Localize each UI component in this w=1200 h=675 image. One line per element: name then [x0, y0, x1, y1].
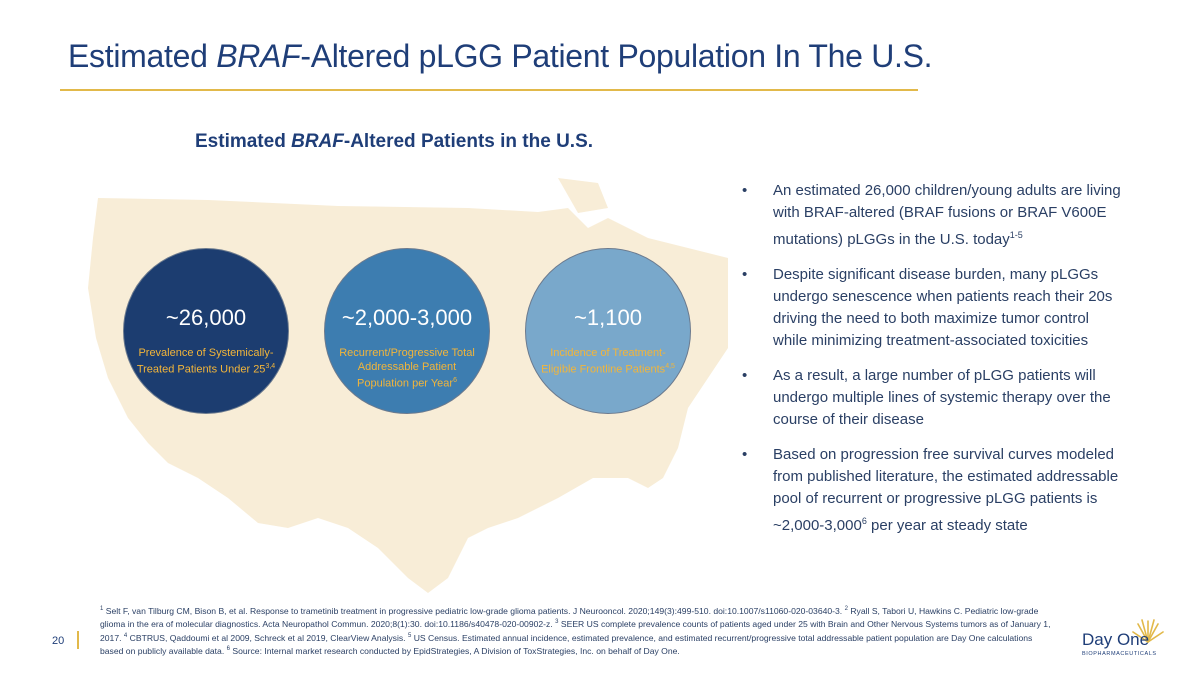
addressable-population-circle: ~2,000-3,000 Recurrent/Progressive Total…: [324, 248, 490, 414]
sun-icon: [1132, 619, 1164, 643]
title-divider: [60, 89, 918, 91]
page-number-divider: [77, 631, 79, 649]
chart-subtitle: Estimated BRAF-Altered Patients in the U…: [195, 131, 594, 152]
bullet-item: Based on progression free survival curve…: [740, 444, 1125, 537]
circle-label: Recurrent/Progressive Total Addressable …: [339, 347, 475, 390]
prevalence-circle: ~26,000 Prevalence of Systemically-Treat…: [123, 248, 289, 414]
footnotes: 1 Selt F, van Tilburg CM, Bison B, et al…: [100, 605, 1051, 657]
key-points-list: An estimated 26,000 children/young adult…: [740, 180, 1125, 550]
slide-title: Estimated BRAF-Altered pLGG Patient Popu…: [68, 38, 933, 74]
circle-value: ~26,000: [165, 305, 247, 330]
logo-name: Day One: [1082, 630, 1150, 649]
bullet-item: Despite significant disease burden, many…: [740, 264, 1125, 352]
bullet-item: As a result, a large number of pLGG pati…: [740, 365, 1125, 431]
circle-value: ~1,100: [574, 305, 642, 330]
incidence-circle: ~1,100 Incidence of Treatment-Eligible F…: [525, 248, 691, 414]
circle-label: Incidence of Treatment-Eligible Frontlin…: [541, 347, 675, 376]
circle-label: Prevalence of Systemically-Treated Patie…: [136, 347, 276, 376]
logo-tagline: BIOPHARMACEUTICALS: [1082, 651, 1157, 657]
circle-value: ~2,000-3,000: [341, 305, 473, 330]
day-one-logo: Day One BIOPHARMACEUTICALS: [1072, 618, 1172, 660]
bullet-item: An estimated 26,000 children/young adult…: [740, 180, 1125, 251]
page-number: 20: [52, 635, 65, 647]
